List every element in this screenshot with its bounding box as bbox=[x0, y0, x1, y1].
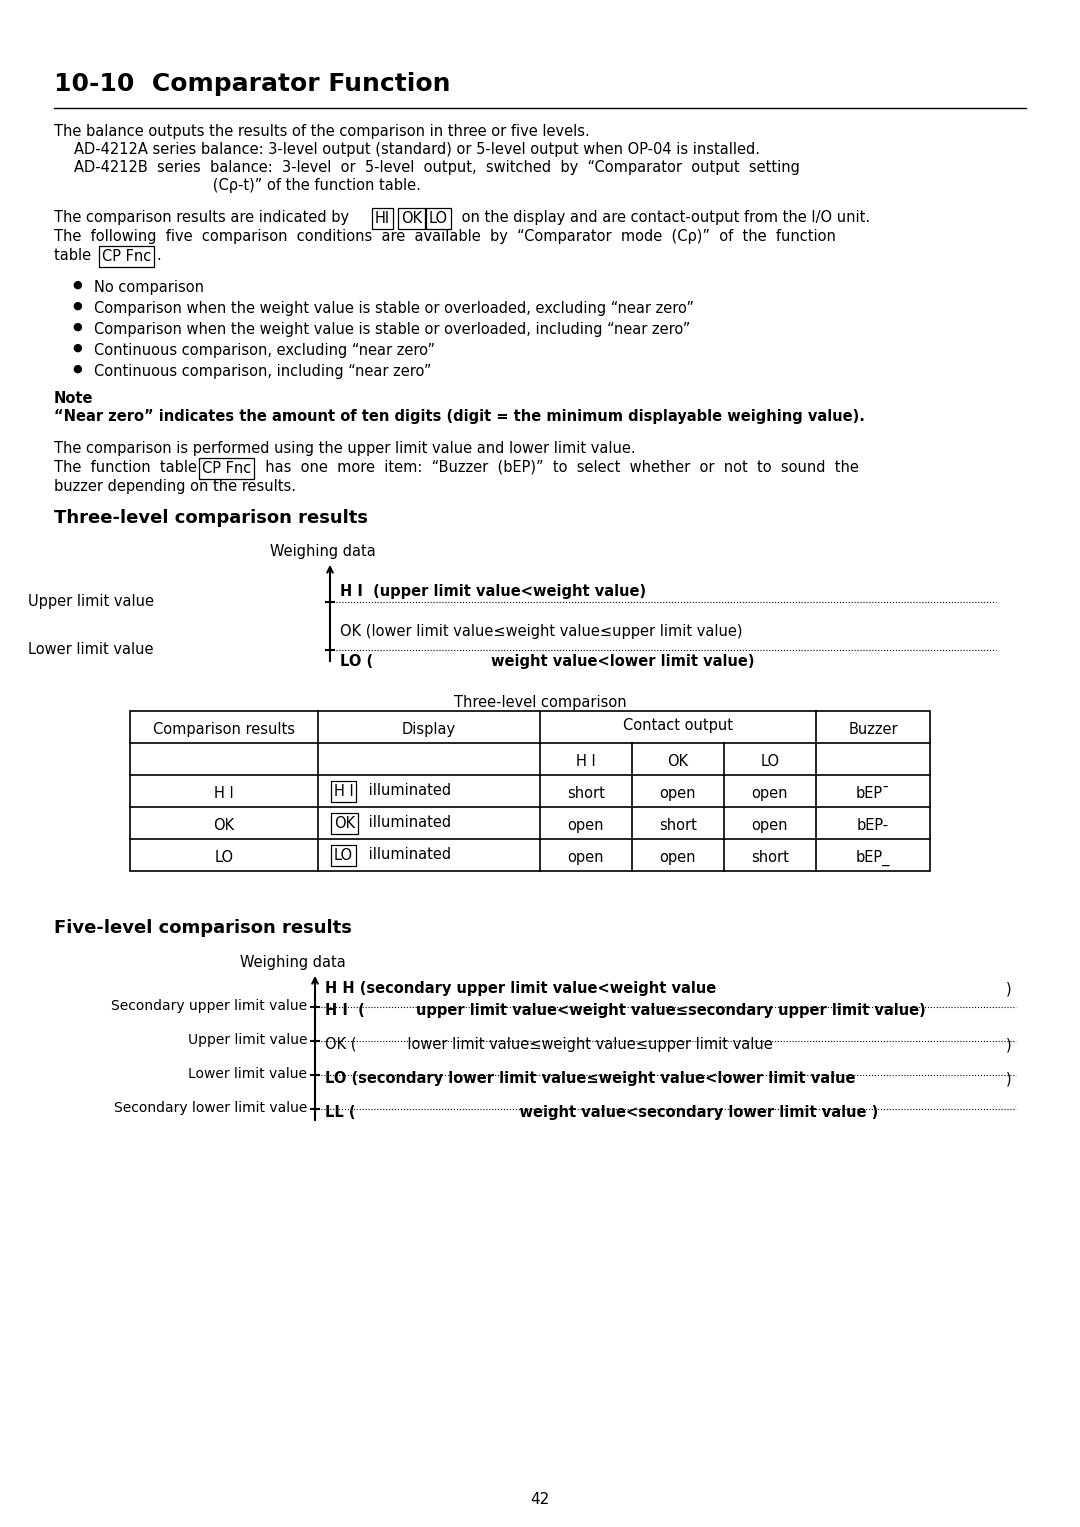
Text: ●: ● bbox=[72, 344, 82, 353]
Text: Five-level comparison results: Five-level comparison results bbox=[54, 919, 352, 938]
Text: CP Fnc: CP Fnc bbox=[102, 249, 151, 264]
Text: OK (           lower limit value≤weight value≤upper limit value: OK ( lower limit value≤weight value≤uppe… bbox=[325, 1037, 773, 1052]
Text: ●: ● bbox=[72, 363, 82, 374]
Text: Buzzer: Buzzer bbox=[848, 722, 897, 738]
Text: .: . bbox=[156, 247, 161, 263]
Text: Continuous comparison, excluding “near zero”: Continuous comparison, excluding “near z… bbox=[94, 344, 435, 357]
Text: OK: OK bbox=[667, 754, 689, 770]
Text: buzzer depending on the results.: buzzer depending on the results. bbox=[54, 479, 296, 495]
Text: No comparison: No comparison bbox=[94, 279, 204, 295]
Text: open: open bbox=[568, 851, 604, 864]
Text: Comparison results: Comparison results bbox=[153, 722, 295, 738]
Text: Comparison when the weight value is stable or overloaded, including “near zero”: Comparison when the weight value is stab… bbox=[94, 322, 690, 337]
Text: AD-4212B  series  balance:  3-level  or  5-level  output,  switched  by  “Compar: AD-4212B series balance: 3-level or 5-le… bbox=[75, 160, 800, 176]
Text: The  function  table: The function table bbox=[54, 460, 206, 475]
Text: The  following  five  comparison  conditions  are  available  by  “Comparator  m: The following five comparison conditions… bbox=[54, 229, 836, 244]
Text: LO (secondary lower limit value≤weight value<lower limit value: LO (secondary lower limit value≤weight v… bbox=[325, 1070, 855, 1086]
Text: (Сρ-t)” of the function table.: (Сρ-t)” of the function table. bbox=[75, 179, 421, 192]
Text: short: short bbox=[751, 851, 788, 864]
Text: bEP_: bEP_ bbox=[855, 851, 890, 866]
Text: Contact output: Contact output bbox=[623, 718, 733, 733]
Text: 42: 42 bbox=[530, 1492, 550, 1507]
Text: ●: ● bbox=[72, 322, 82, 331]
Text: Upper limit value: Upper limit value bbox=[188, 1032, 307, 1048]
Text: OK: OK bbox=[214, 818, 234, 834]
Text: Three-level comparison results: Three-level comparison results bbox=[54, 508, 368, 527]
Text: open: open bbox=[752, 786, 788, 802]
Text: Display: Display bbox=[402, 722, 456, 738]
Text: H I  (          upper limit value<weight value≤secondary upper limit value): H I ( upper limit value<weight value≤sec… bbox=[325, 1003, 926, 1019]
Text: H I: H I bbox=[576, 754, 596, 770]
Text: bEP-: bEP- bbox=[856, 818, 889, 834]
Text: has  one  more  item:  “Buzzer  (bEP)”  to  select  whether  or  not  to  sound : has one more item: “Buzzer (bEP)” to sel… bbox=[256, 460, 859, 475]
Text: AD-4212A series balance: 3-level output (standard) or 5-level output when OP-04 : AD-4212A series balance: 3-level output … bbox=[75, 142, 760, 157]
Text: H I: H I bbox=[214, 786, 234, 802]
Text: The balance outputs the results of the comparison in three or five levels.: The balance outputs the results of the c… bbox=[54, 124, 590, 139]
Text: Lower limit value: Lower limit value bbox=[28, 641, 154, 657]
Text: illuminated: illuminated bbox=[364, 783, 451, 799]
Text: LO: LO bbox=[215, 851, 233, 864]
Text: OK: OK bbox=[401, 211, 422, 226]
Text: short: short bbox=[567, 786, 605, 802]
Text: Note: Note bbox=[54, 391, 94, 406]
Text: illuminated: illuminated bbox=[364, 847, 451, 863]
Text: Weighing data: Weighing data bbox=[270, 544, 376, 559]
Text: table: table bbox=[54, 247, 96, 263]
Text: Upper limit value: Upper limit value bbox=[28, 594, 154, 609]
Text: “Near zero” indicates the amount of ten digits (digit = the minimum displayable : “Near zero” indicates the amount of ten … bbox=[54, 409, 865, 425]
Text: The comparison results are indicated by: The comparison results are indicated by bbox=[54, 211, 354, 224]
Text: Secondary upper limit value: Secondary upper limit value bbox=[111, 999, 307, 1012]
Text: The comparison is performed using the upper limit value and lower limit value.: The comparison is performed using the up… bbox=[54, 441, 636, 457]
Text: LO: LO bbox=[334, 847, 353, 863]
Text: open: open bbox=[568, 818, 604, 834]
Text: Weighing data: Weighing data bbox=[240, 954, 346, 970]
Text: short: short bbox=[659, 818, 697, 834]
Text: on the display and are contact-output from the I/O unit.: on the display and are contact-output fr… bbox=[457, 211, 870, 224]
Text: ): ) bbox=[1007, 1070, 1012, 1086]
Text: illuminated: illuminated bbox=[364, 815, 451, 831]
Text: LL (                                weight value<secondary lower limit value ): LL ( weight value<secondary lower limit … bbox=[325, 1106, 878, 1119]
Text: open: open bbox=[752, 818, 788, 834]
Text: ): ) bbox=[1007, 1037, 1012, 1052]
Text: H I  (upper limit value<weight value): H I (upper limit value<weight value) bbox=[340, 583, 646, 599]
Text: bEP¯: bEP¯ bbox=[855, 786, 890, 802]
Text: OK (lower limit value≤weight value≤upper limit value): OK (lower limit value≤weight value≤upper… bbox=[340, 625, 743, 638]
Text: HI: HI bbox=[375, 211, 390, 226]
Text: LO: LO bbox=[760, 754, 780, 770]
Text: ●: ● bbox=[72, 279, 82, 290]
Text: Continuous comparison, including “near zero”: Continuous comparison, including “near z… bbox=[94, 363, 432, 379]
Text: Lower limit value: Lower limit value bbox=[188, 1067, 307, 1081]
Text: CP Fnc: CP Fnc bbox=[202, 461, 252, 476]
Text: OK: OK bbox=[334, 815, 355, 831]
Text: 10-10  Comparator Function: 10-10 Comparator Function bbox=[54, 72, 450, 96]
Text: ): ) bbox=[1007, 980, 1012, 996]
Text: Three-level comparison: Three-level comparison bbox=[454, 695, 626, 710]
Text: ●: ● bbox=[72, 301, 82, 312]
Text: Secondary lower limit value: Secondary lower limit value bbox=[113, 1101, 307, 1115]
Text: H I: H I bbox=[334, 783, 354, 799]
Text: H H (secondary upper limit value<weight value: H H (secondary upper limit value<weight … bbox=[325, 980, 716, 996]
Bar bbox=[130, 712, 930, 870]
Text: Comparison when the weight value is stable or overloaded, excluding “near zero”: Comparison when the weight value is stab… bbox=[94, 301, 694, 316]
Text: LO: LO bbox=[429, 211, 448, 226]
Text: open: open bbox=[660, 851, 697, 864]
Text: open: open bbox=[660, 786, 697, 802]
Text: LO (                       weight value<lower limit value): LO ( weight value<lower limit value) bbox=[340, 654, 755, 669]
